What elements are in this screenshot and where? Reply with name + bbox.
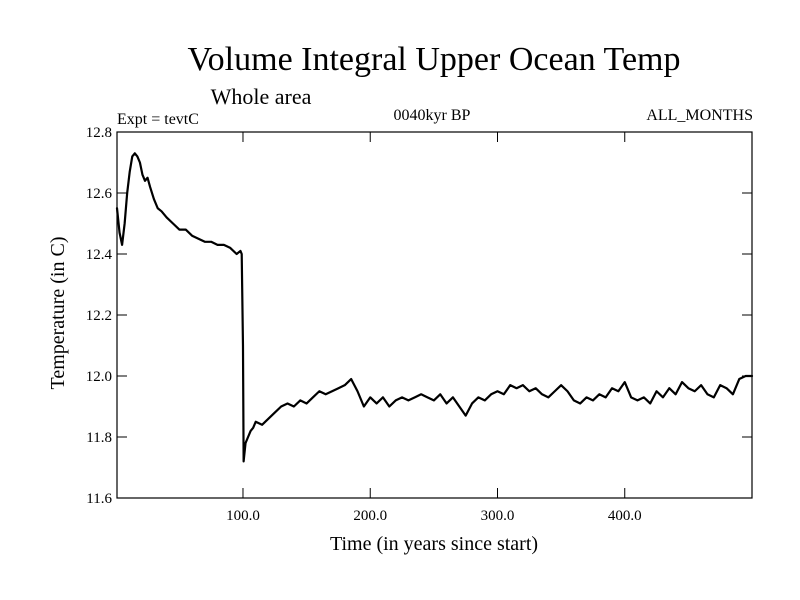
y-tick-label: 11.8 <box>86 430 112 446</box>
y-axis-label: Temperature (in C) <box>47 237 69 390</box>
x-tick-label: 100.0 <box>226 508 260 524</box>
x-tick-label: 200.0 <box>353 508 387 524</box>
x-tick-label: 400.0 <box>608 508 642 524</box>
temperature-series-line <box>115 152 754 463</box>
y-tick-label: 12.2 <box>86 308 112 324</box>
plot-frame <box>116 131 753 499</box>
y-tick-label: 11.6 <box>86 491 112 507</box>
chart-title: Volume Integral Upper Ocean Temp <box>188 41 681 78</box>
period-label: 0040kyr BP <box>394 107 471 124</box>
experiment-label: Expt = tevtC <box>117 111 199 128</box>
x-axis-label: Time (in years since start) <box>330 533 538 555</box>
y-tick-label: 12.0 <box>86 369 112 385</box>
y-axis-ticks: 11.6 11.8 12.0 12.2 12.4 12.6 12.8 <box>86 125 752 507</box>
chart-subtitle: Whole area <box>211 84 312 109</box>
y-tick-label: 12.4 <box>86 247 113 263</box>
months-label: ALL_MONTHS <box>646 107 753 124</box>
y-tick-label: 12.6 <box>86 186 113 202</box>
y-tick-label: 12.8 <box>86 125 112 141</box>
x-axis-ticks: 100.0 200.0 300.0 400.0 <box>226 132 642 524</box>
x-tick-label: 300.0 <box>481 508 515 524</box>
